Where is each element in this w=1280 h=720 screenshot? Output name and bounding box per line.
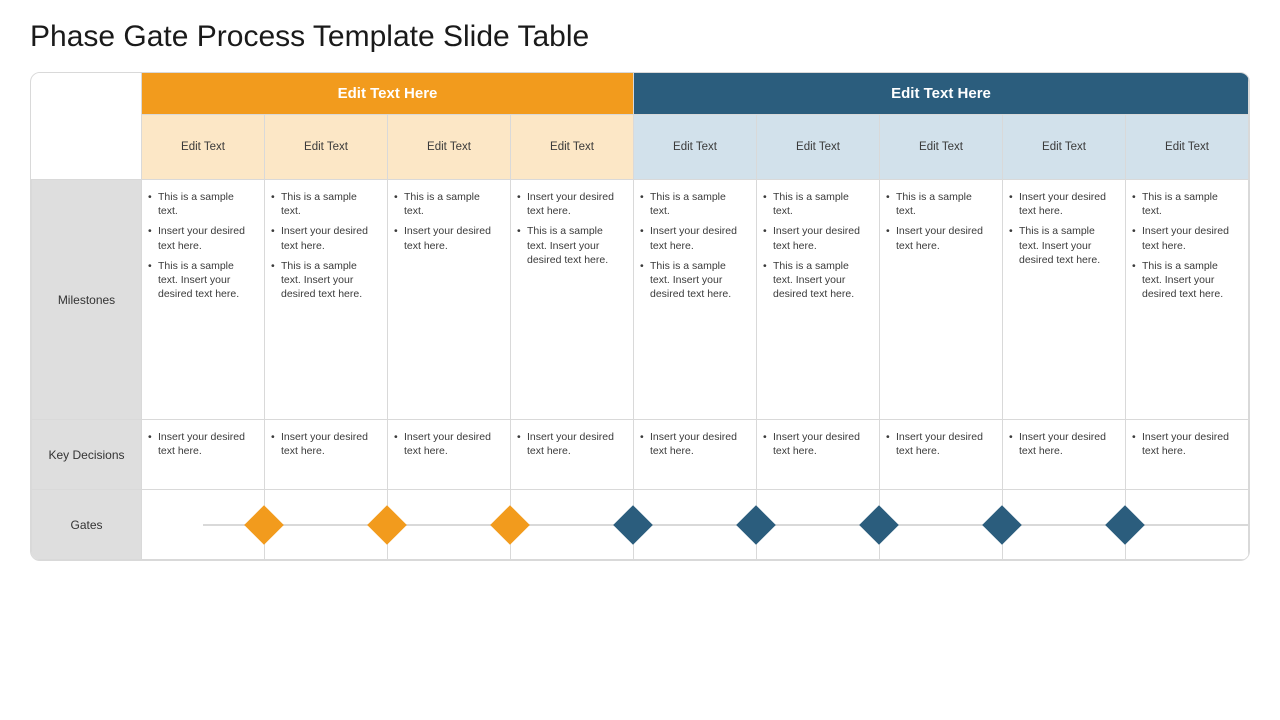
- bullet-item: This is a sample text. Insert your desir…: [1132, 259, 1240, 302]
- milestone-cell-3: Insert your desired text here. This is a …: [511, 180, 634, 420]
- bullet-item: Insert your desired text here.: [271, 224, 379, 252]
- decision-cell-3: Insert your desired text here.: [511, 420, 634, 490]
- bullet-item: This is a sample text. Insert your desir…: [763, 259, 871, 302]
- decision-cell-4: Insert your desired text here.: [634, 420, 757, 490]
- corner-blank: [32, 73, 142, 180]
- sub-header-8: Edit Text: [1126, 115, 1249, 180]
- decisions-row: Key Decisions Insert your desired text h…: [32, 420, 1249, 490]
- milestone-cell-6: This is a sample text. Insert your desire…: [880, 180, 1003, 420]
- bullet-item: This is a sample text. Insert your desir…: [1009, 224, 1117, 267]
- milestone-cell-1: This is a sample text. Insert your desire…: [265, 180, 388, 420]
- milestone-cell-2: This is a sample text. Insert your desire…: [388, 180, 511, 420]
- milestone-cell-0: This is a sample text. Insert your desire…: [142, 180, 265, 420]
- bullet-item: This is a sample text.: [271, 190, 379, 218]
- sub-header-4: Edit Text: [634, 115, 757, 180]
- bullet-item: This is a sample text.: [640, 190, 748, 218]
- bullet-item: This is a sample text.: [886, 190, 994, 218]
- bullet-item: This is a sample text.: [394, 190, 502, 218]
- bullet-item: Insert your desired text here.: [394, 224, 502, 252]
- milestone-cell-5: This is a sample text. Insert your desire…: [757, 180, 880, 420]
- sub-header-row: Edit TextEdit TextEdit TextEdit TextEdit…: [32, 115, 1249, 180]
- sub-header-3: Edit Text: [511, 115, 634, 180]
- table-card: Edit Text Here Edit Text Here Edit TextE…: [30, 72, 1250, 561]
- gates-row: Gates: [32, 490, 1249, 560]
- bullet-item: Insert your desired text here.: [886, 224, 994, 252]
- sub-header-5: Edit Text: [757, 115, 880, 180]
- bullet-item: Insert your desired text here.: [763, 224, 871, 252]
- milestones-row: Milestones This is a sample text.Insert …: [32, 180, 1249, 420]
- rowlabel-gates: Gates: [32, 490, 142, 560]
- bullet-item: This is a sample text.: [148, 190, 256, 218]
- bullet-item: Insert your desired text here.: [1009, 430, 1117, 458]
- phase-gate-table: Edit Text Here Edit Text Here Edit TextE…: [31, 73, 1249, 560]
- rowlabel-decisions: Key Decisions: [32, 420, 142, 490]
- bullet-item: Insert your desired text here.: [1132, 224, 1240, 252]
- bullet-item: This is a sample text. Insert your desir…: [148, 259, 256, 302]
- sub-header-7: Edit Text: [1003, 115, 1126, 180]
- bullet-item: Insert your desired text here.: [1132, 430, 1240, 458]
- bullet-item: Insert your desired text here.: [1009, 190, 1117, 218]
- bullet-item: Insert your desired text here.: [763, 430, 871, 458]
- sub-header-0: Edit Text: [142, 115, 265, 180]
- bullet-item: Insert your desired text here.: [394, 430, 502, 458]
- bullet-item: This is a sample text. Insert your desir…: [640, 259, 748, 302]
- gate-cell-0: [142, 490, 265, 560]
- decision-cell-5: Insert your desired text here.: [757, 420, 880, 490]
- decision-cell-1: Insert your desired text here.: [265, 420, 388, 490]
- group-header-1: Edit Text Here: [142, 73, 634, 115]
- bullet-item: Insert your desired text here.: [271, 430, 379, 458]
- milestone-cell-4: This is a sample text. Insert your desire…: [634, 180, 757, 420]
- bullet-item: Insert your desired text here.: [517, 430, 625, 458]
- page-title: Phase Gate Process Template Slide Table: [30, 20, 1250, 54]
- bullet-item: Insert your desired text here.: [148, 224, 256, 252]
- bullet-item: This is a sample text.: [763, 190, 871, 218]
- sub-header-6: Edit Text: [880, 115, 1003, 180]
- sub-header-1: Edit Text: [265, 115, 388, 180]
- milestone-cell-8: This is a sample text. Insert your desire…: [1126, 180, 1249, 420]
- group-header-row: Edit Text Here Edit Text Here: [32, 73, 1249, 115]
- bullet-item: Insert your desired text here.: [148, 430, 256, 458]
- rowlabel-milestones: Milestones: [32, 180, 142, 420]
- decision-cell-2: Insert your desired text here.: [388, 420, 511, 490]
- decision-cell-8: Insert your desired text here.: [1126, 420, 1249, 490]
- bullet-item: Insert your desired text here.: [640, 224, 748, 252]
- decision-cell-7: Insert your desired text here.: [1003, 420, 1126, 490]
- bullet-item: Insert your desired text here.: [640, 430, 748, 458]
- decision-cell-6: Insert your desired text here.: [880, 420, 1003, 490]
- bullet-item: This is a sample text. Insert your desir…: [517, 224, 625, 267]
- sub-header-2: Edit Text: [388, 115, 511, 180]
- bullet-item: Insert your desired text here.: [886, 430, 994, 458]
- group-header-2: Edit Text Here: [634, 73, 1249, 115]
- milestone-cell-7: Insert your desired text here. This is a …: [1003, 180, 1126, 420]
- bullet-item: Insert your desired text here.: [517, 190, 625, 218]
- bullet-item: This is a sample text.: [1132, 190, 1240, 218]
- bullet-item: This is a sample text. Insert your desir…: [271, 259, 379, 302]
- decision-cell-0: Insert your desired text here.: [142, 420, 265, 490]
